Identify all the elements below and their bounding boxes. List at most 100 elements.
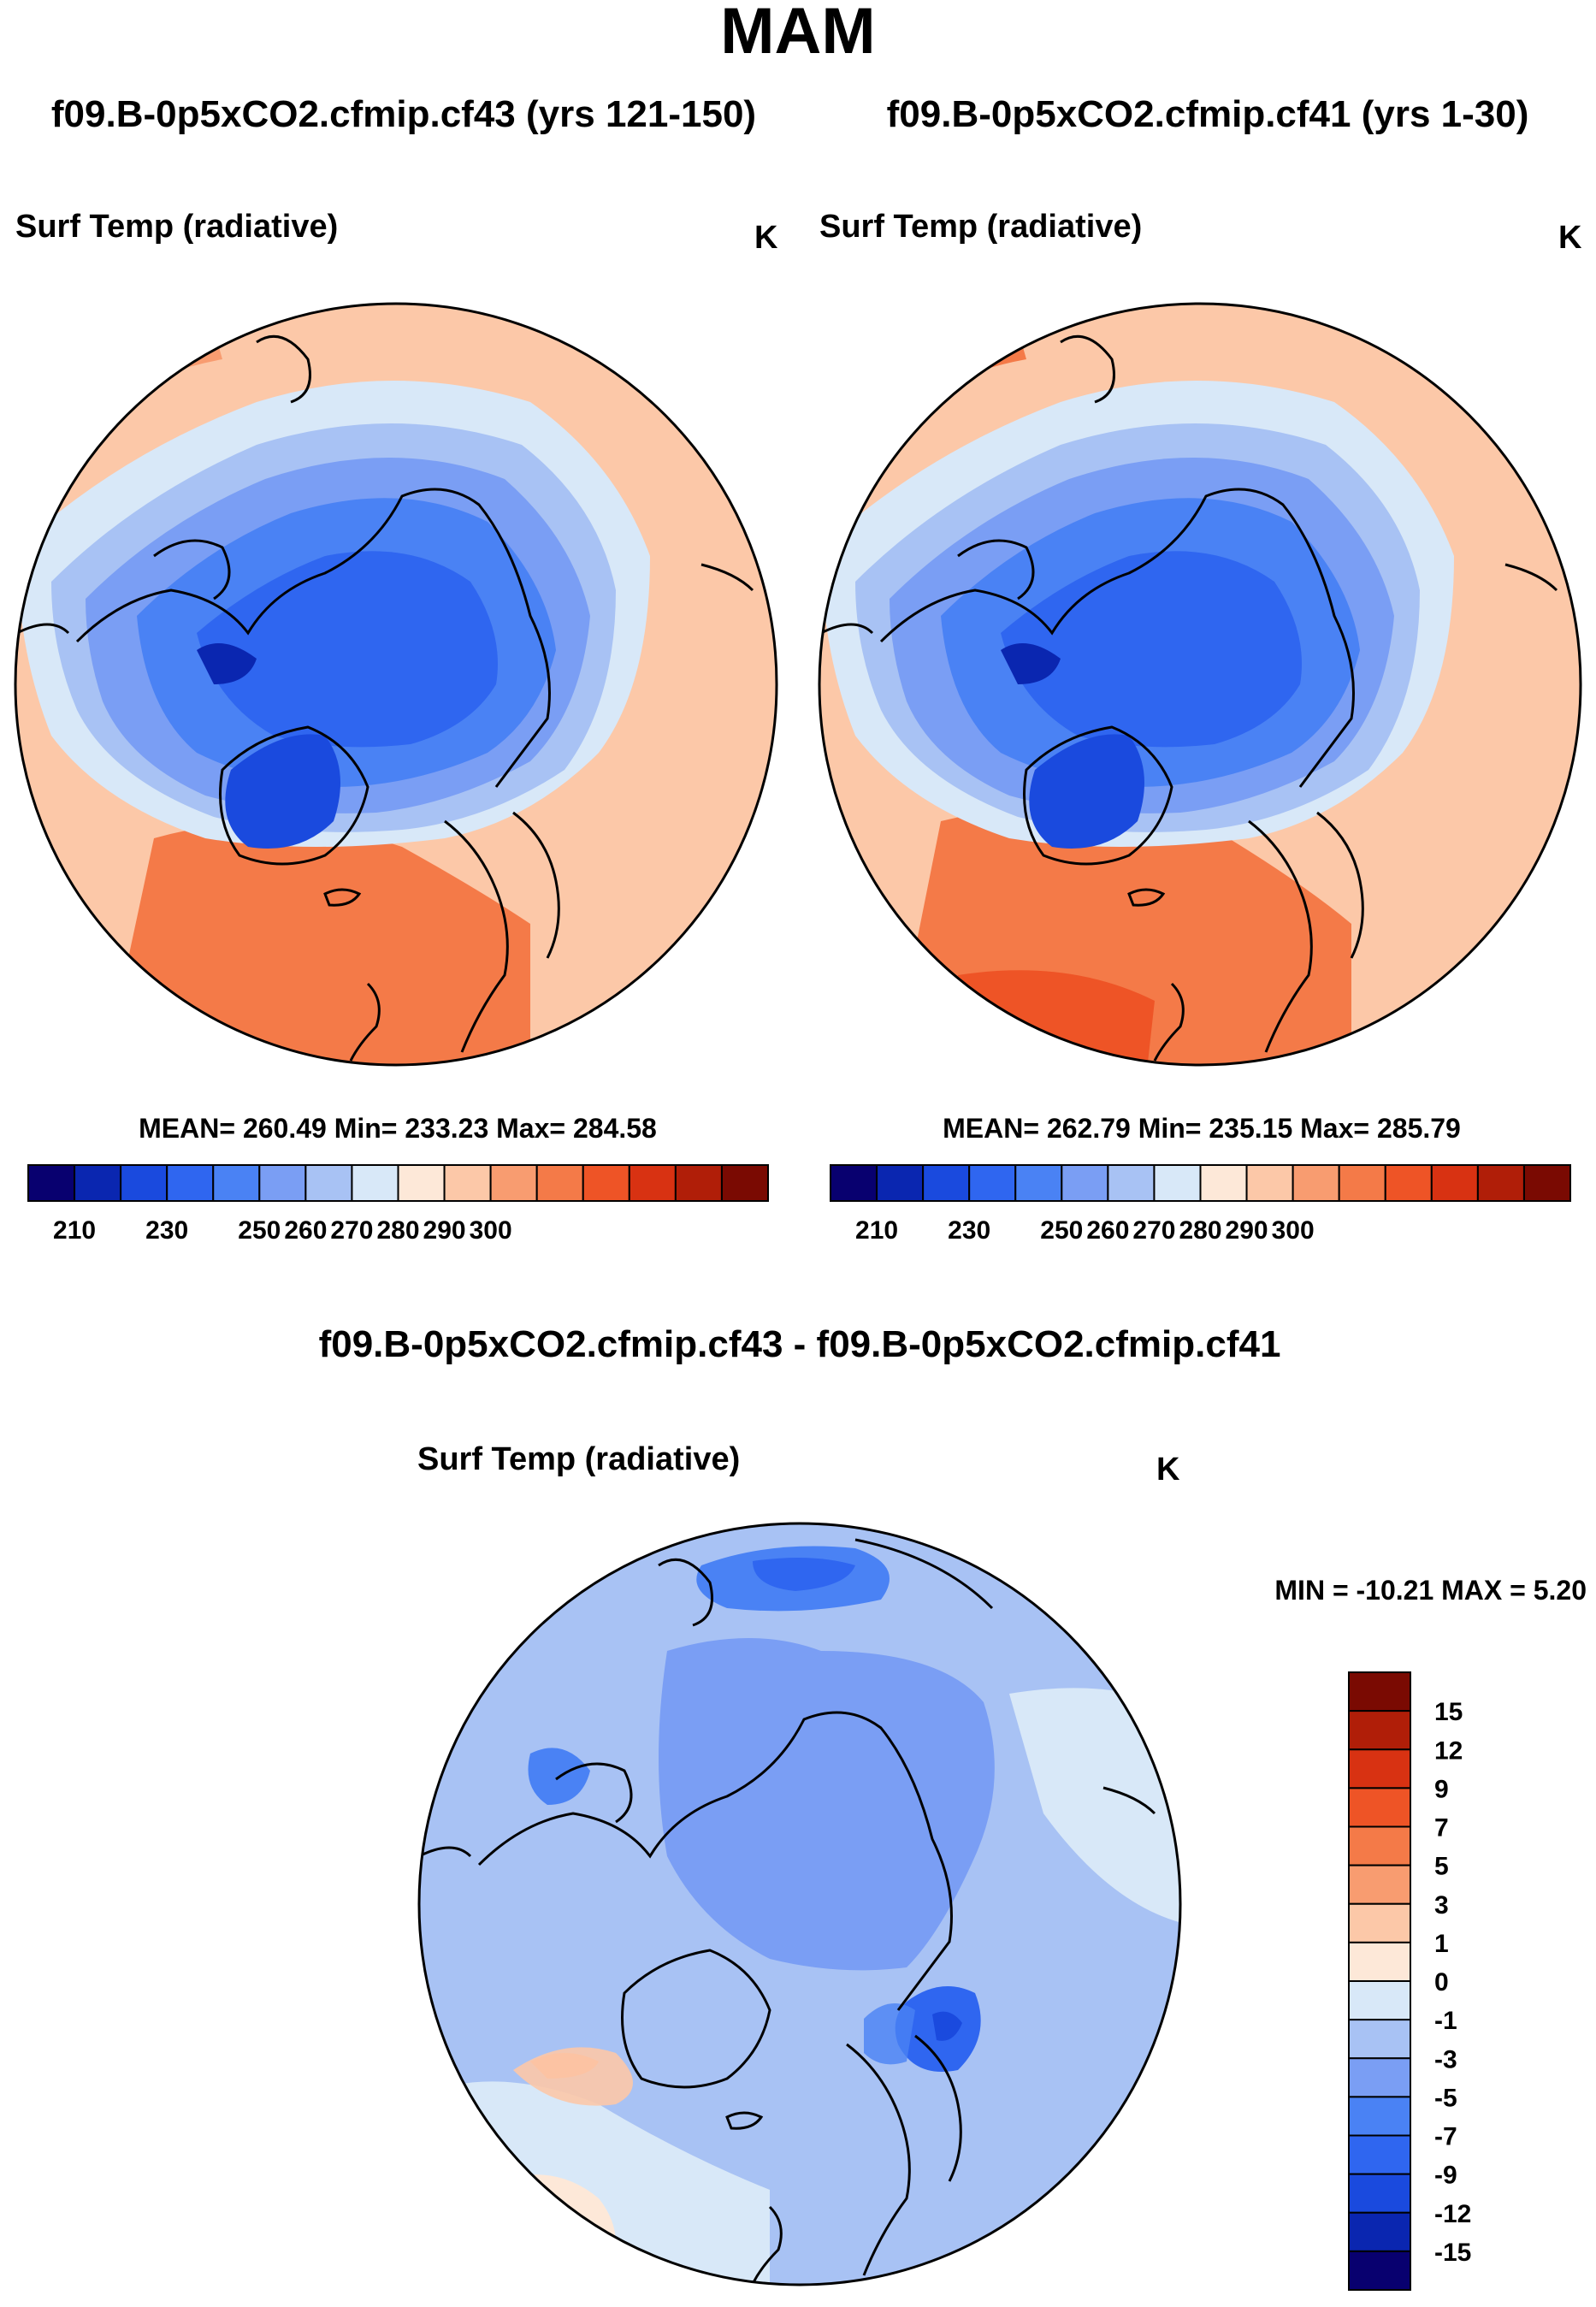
left-colorbar-tick-label: 300 (470, 1216, 512, 1245)
diff-colorbar-tick-label: -1 (1434, 2007, 1457, 2035)
left-coastlines (16, 334, 754, 1062)
left-greenland-cold (225, 734, 340, 849)
left-colorbar-box-10 (489, 1164, 538, 1202)
left-colorbar-box-2 (120, 1164, 168, 1202)
right-colorbar: 210 230 250 260 270 280 290 300 (830, 1164, 1571, 1245)
right-colorbar-box-2 (922, 1164, 971, 1202)
right-colorbar-box-0 (830, 1164, 878, 1202)
diff-colorbar-box-3 (1348, 1787, 1411, 1828)
right-greenland-cold (1029, 734, 1144, 849)
left-variable-label: Surf Temp (radiative) (15, 209, 338, 245)
diff-colorbar-tick-label: 7 (1434, 1814, 1449, 1843)
diff-coastlines (419, 1538, 1156, 2285)
left-colorbar-box-11 (535, 1164, 584, 1202)
right-colorbar-box-6 (1107, 1164, 1156, 1202)
right-case-title: f09.B-0p5xCO2.cfmip.cf41 (yrs 1-30) (887, 93, 1529, 135)
right-colorbar-tick-label: 260 (1086, 1216, 1129, 1245)
left-colorbar-box-15 (720, 1164, 769, 1202)
left-colorbar-box-1 (74, 1164, 122, 1202)
left-colorbar-box-14 (674, 1164, 723, 1202)
left-colorbar-box-13 (628, 1164, 677, 1202)
right-colorbar-box-9 (1245, 1164, 1294, 1202)
right-colorbar-box-1 (876, 1164, 925, 1202)
diff-units-label: K (1156, 1452, 1180, 1488)
left-colorbar-box-5 (258, 1164, 307, 1202)
diff-colorbar-box-4 (1348, 1825, 1411, 1866)
right-colorbar-box-8 (1199, 1164, 1248, 1202)
right-units-label: K (1558, 220, 1582, 256)
right-colorbar-tick-label: 250 (1040, 1216, 1083, 1245)
right-variable-label: Surf Temp (radiative) (819, 209, 1142, 245)
diff-colorbar-box-7 (1348, 1941, 1411, 1982)
right-colorbar-box-14 (1476, 1164, 1525, 1202)
diff-colorbar-box-13 (1348, 2173, 1411, 2214)
left-colorbar-box-6 (304, 1164, 353, 1202)
left-colorbar-tick-label: 250 (238, 1216, 281, 1245)
left-colorbar-box-4 (212, 1164, 261, 1202)
diff-colorbar-box-15 (1348, 2250, 1411, 2291)
diff-case-title: f09.B-0p5xCO2.cfmip.cf43 - f09.B-0p5xCO2… (319, 1323, 1281, 1365)
left-colorbar-tick-label: 290 (423, 1216, 466, 1245)
diff-colorbar-tick-label: -3 (1434, 2045, 1457, 2073)
right-colorbar-box-7 (1153, 1164, 1202, 1202)
diff-colorbar-tick-label: 12 (1434, 1736, 1463, 1765)
right-colorbar-tick-label: 300 (1272, 1216, 1315, 1245)
left-colorbar-box-9 (443, 1164, 492, 1202)
diff-colorbar-box-12 (1348, 2134, 1411, 2175)
diff-variable-label: Surf Temp (radiative) (417, 1441, 740, 1477)
left-colorbar-tick-label: 270 (330, 1216, 373, 1245)
diff-colorbar-box-8 (1348, 1980, 1411, 2021)
right-colorbar-box-4 (1014, 1164, 1063, 1202)
diff-colorbar-tick-label: -15 (1434, 2239, 1471, 2267)
right-colorbar-box-15 (1522, 1164, 1571, 1202)
left-map-border (14, 302, 778, 1067)
right-colorbar-box-11 (1338, 1164, 1386, 1202)
diff-colorbar-box-9 (1348, 2019, 1411, 2060)
season-title: MAM (720, 0, 876, 68)
left-colorbar-tick-label: 230 (145, 1216, 188, 1245)
diff-colorbar-tick-label: -7 (1434, 2123, 1457, 2151)
left-stats: MEAN= 260.49 Min= 233.23 Max= 284.58 (139, 1113, 657, 1144)
right-stats: MEAN= 262.79 Min= 235.15 Max= 285.79 (943, 1113, 1461, 1144)
diff-colorbar-tick-label: -9 (1434, 2162, 1457, 2190)
left-colorbar-box-8 (397, 1164, 446, 1202)
left-colorbar-tick-label: 260 (284, 1216, 327, 1245)
diff-colorbar: 15 12 9 7 5 3 1 0 -1 -3 -5 -7 -9 -12 -15 (1348, 1671, 1471, 2291)
right-colorbar-box-13 (1430, 1164, 1479, 1202)
left-colorbar-box-3 (166, 1164, 215, 1202)
right-colorbar-box-3 (968, 1164, 1017, 1202)
left-colorbar-tick-label: 280 (376, 1216, 419, 1245)
diff-colorbar-box-2 (1348, 1748, 1411, 1789)
diff-colorbar-tick-label: -5 (1434, 2084, 1457, 2112)
diff-colorbar-tick-label: -12 (1434, 2200, 1471, 2228)
diff-colorbar-tick-label: 0 (1434, 1968, 1449, 1996)
left-case-title: f09.B-0p5xCO2.cfmip.cf43 (yrs 121-150) (51, 93, 756, 135)
left-colorbar: 210 230 250 260 270 280 290 300 (27, 1164, 769, 1245)
right-colorbar-tick-label: 210 (855, 1216, 898, 1245)
right-colorbar-box-12 (1384, 1164, 1433, 1202)
diff-colorbar-tick-label: 9 (1434, 1775, 1449, 1803)
right-map-border (818, 302, 1582, 1067)
diff-colorbar-box-5 (1348, 1864, 1411, 1905)
right-colorbar-tick-label: 270 (1132, 1216, 1175, 1245)
right-colorbar-box-5 (1061, 1164, 1109, 1202)
left-colorbar-box-7 (351, 1164, 399, 1202)
diff-colorbar-tick-label: 1 (1434, 1930, 1449, 1958)
left-colorbar-box-0 (27, 1164, 76, 1202)
left-warm-atlantic (103, 823, 530, 1065)
diff-polar-map (419, 1523, 1180, 2285)
diff-colorbar-box-14 (1348, 2211, 1411, 2252)
right-coastlines (820, 334, 1558, 1062)
right-colorbar-box-10 (1292, 1164, 1340, 1202)
diff-colorbar-tick-label: 15 (1434, 1698, 1463, 1726)
diff-colorbar-box-0 (1348, 1671, 1411, 1713)
diff-colorbar-box-10 (1348, 2057, 1411, 2098)
diff-map-border (417, 1522, 1182, 2286)
left-colorbar-box-12 (582, 1164, 630, 1202)
right-colorbar-tick-label: 280 (1179, 1216, 1221, 1245)
diff-colorbar-tick-label: 5 (1434, 1853, 1449, 1881)
left-polar-map (15, 304, 777, 1065)
right-colorbar-tick-label: 290 (1226, 1216, 1268, 1245)
diff-colorbar-box-1 (1348, 1710, 1411, 1751)
left-colorbar-tick-label: 210 (53, 1216, 96, 1245)
